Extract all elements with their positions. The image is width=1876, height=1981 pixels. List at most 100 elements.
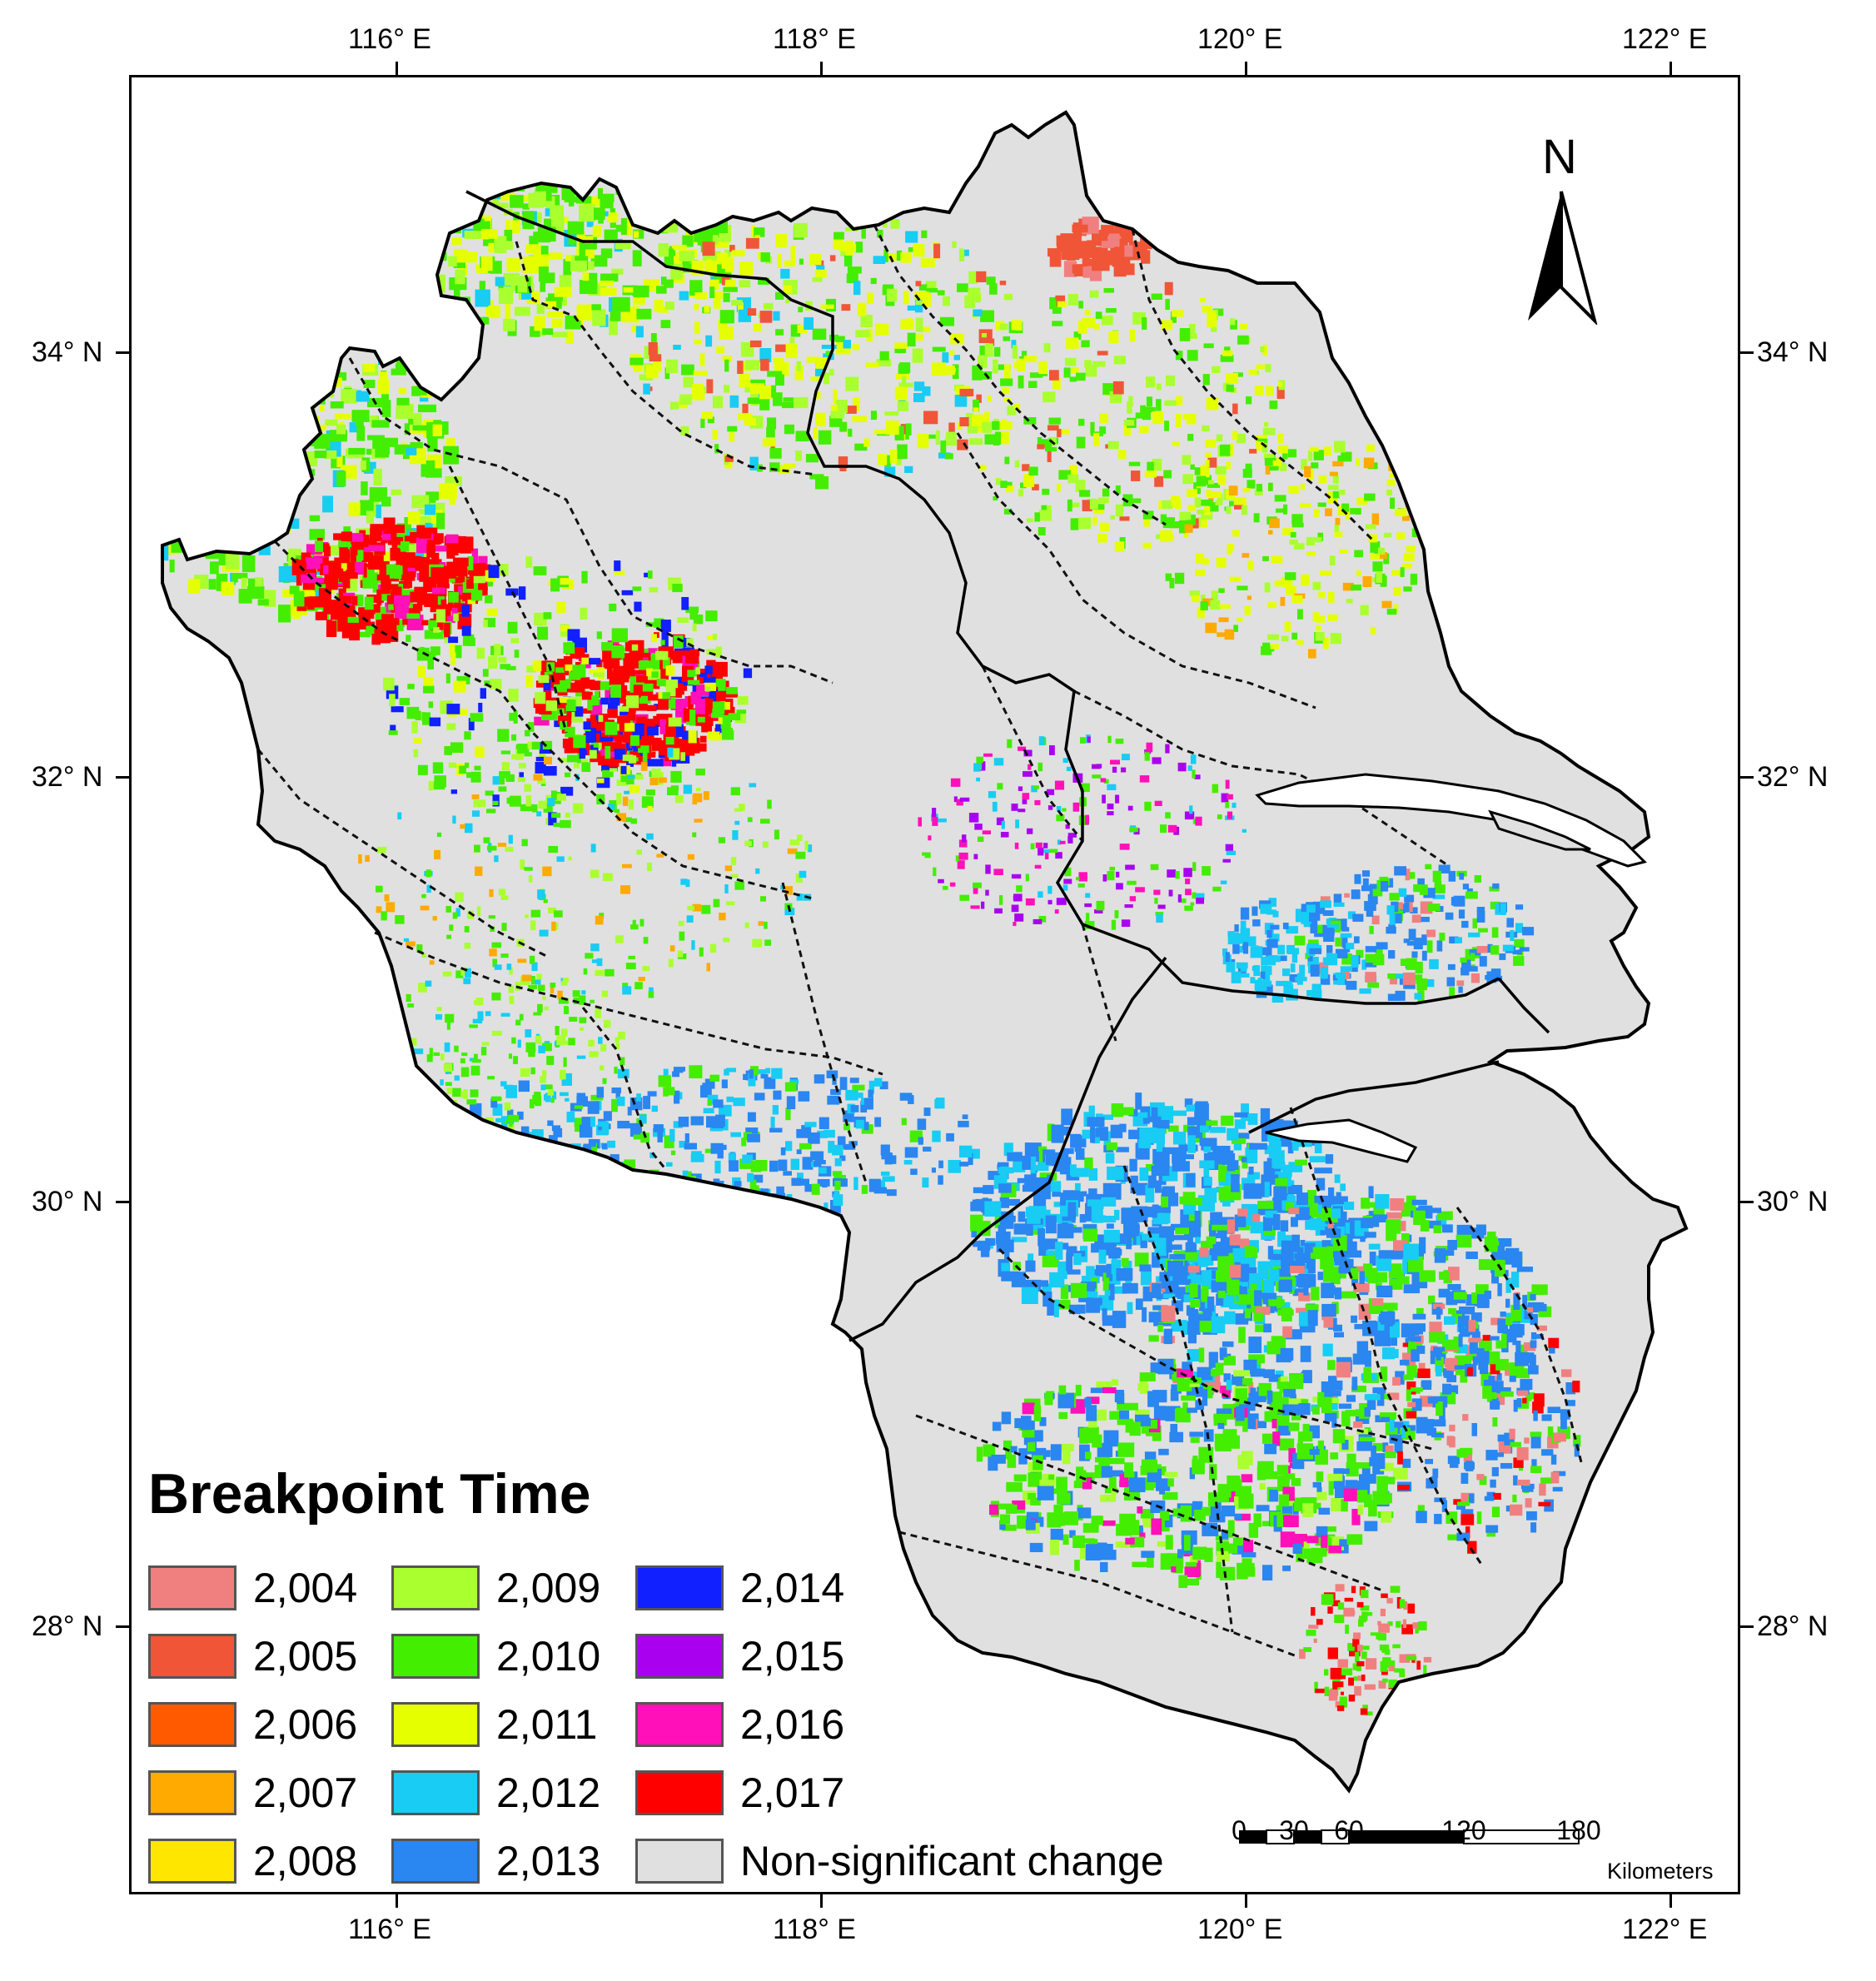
change-patch	[1199, 1247, 1209, 1257]
change-patch	[486, 809, 496, 814]
change-patch	[1406, 1365, 1417, 1377]
change-patch	[1119, 844, 1130, 850]
change-patch	[1289, 539, 1298, 545]
change-patch	[1343, 1202, 1355, 1210]
change-patch	[699, 673, 708, 679]
change-patch	[1240, 324, 1248, 330]
change-patch	[1284, 620, 1291, 632]
change-patch	[1102, 1308, 1107, 1321]
change-patch	[565, 664, 574, 671]
change-patch	[1112, 1286, 1127, 1294]
change-patch	[674, 724, 684, 738]
change-patch	[343, 201, 353, 207]
change-patch	[1334, 1287, 1342, 1300]
change-patch	[1056, 429, 1070, 435]
change-patch	[1211, 1280, 1226, 1293]
change-patch	[1266, 938, 1278, 948]
change-patch	[898, 364, 910, 374]
change-patch	[1277, 1268, 1291, 1277]
change-patch	[1236, 962, 1248, 969]
change-patch	[1103, 1430, 1119, 1447]
change-patch	[299, 600, 311, 606]
change-patch	[1243, 1183, 1262, 1199]
change-patch	[551, 1166, 560, 1173]
change-patch	[716, 346, 725, 354]
change-patch	[604, 229, 618, 241]
change-patch	[1279, 1438, 1295, 1451]
change-patch	[1112, 766, 1117, 773]
change-patch	[1437, 1211, 1453, 1221]
change-patch	[726, 1187, 734, 1202]
change-patch	[412, 425, 428, 431]
change-patch	[884, 1152, 893, 1165]
change-patch	[786, 1096, 796, 1110]
change-patch	[1268, 955, 1281, 963]
change-patch	[543, 612, 552, 620]
change-patch	[1409, 498, 1418, 503]
change-patch	[177, 422, 186, 439]
change-patch	[712, 396, 724, 409]
change-patch	[1320, 967, 1328, 979]
change-patch	[429, 717, 441, 727]
change-patch	[673, 345, 681, 350]
change-patch	[1269, 465, 1279, 471]
change-patch	[1520, 1344, 1526, 1356]
change-patch	[1485, 1241, 1500, 1247]
change-patch	[535, 680, 544, 688]
change-patch	[1295, 1258, 1306, 1270]
change-patch	[1138, 426, 1149, 433]
change-patch	[1102, 488, 1110, 497]
change-patch	[573, 734, 586, 749]
change-patch	[450, 789, 457, 794]
change-patch	[1256, 1505, 1270, 1511]
change-patch	[1514, 938, 1525, 948]
change-patch	[1206, 1236, 1217, 1245]
change-patch	[1131, 470, 1141, 481]
change-patch	[1390, 497, 1395, 509]
change-patch	[1151, 1165, 1170, 1177]
change-patch	[1184, 524, 1193, 533]
change-patch	[611, 1098, 618, 1112]
change-patch	[1175, 1227, 1189, 1235]
change-patch	[522, 203, 530, 210]
change-patch	[1082, 500, 1092, 511]
change-patch	[1331, 1196, 1348, 1205]
change-patch	[1222, 859, 1231, 863]
change-patch	[391, 489, 402, 495]
change-patch	[341, 630, 355, 639]
change-patch	[616, 779, 629, 786]
change-patch	[406, 613, 420, 619]
change-patch	[847, 266, 862, 274]
change-patch	[570, 682, 585, 693]
change-patch	[364, 245, 375, 260]
change-patch	[699, 352, 705, 366]
change-patch	[1297, 609, 1303, 620]
change-patch	[382, 267, 392, 276]
change-patch	[538, 674, 550, 684]
change-patch	[1237, 1216, 1247, 1225]
change-patch	[607, 709, 618, 719]
change-patch	[1465, 1252, 1478, 1259]
change-patch	[1332, 460, 1344, 467]
change-patch	[1121, 767, 1127, 773]
change-patch	[1396, 532, 1405, 540]
change-patch	[1294, 1253, 1307, 1260]
change-patch	[525, 795, 532, 807]
change-patch	[1325, 1154, 1334, 1164]
change-patch	[1012, 345, 1018, 359]
change-patch	[896, 372, 910, 380]
change-patch	[1102, 1520, 1116, 1526]
change-patch	[1411, 1199, 1427, 1206]
change-patch	[1202, 558, 1209, 565]
change-patch	[1188, 1309, 1199, 1320]
change-patch	[291, 558, 299, 575]
change-patch	[924, 852, 931, 859]
change-patch	[1311, 1287, 1320, 1301]
change-patch	[1170, 311, 1177, 323]
change-patch	[429, 533, 444, 544]
change-patch	[861, 1185, 868, 1194]
change-patch	[1218, 1164, 1226, 1182]
change-patch	[185, 500, 192, 516]
change-patch	[231, 318, 243, 334]
change-patch	[1300, 1325, 1316, 1333]
